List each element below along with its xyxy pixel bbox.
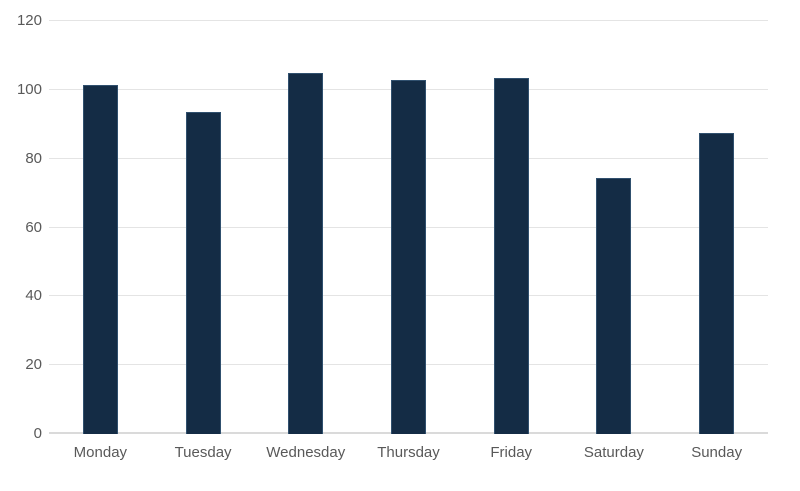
x-tick-label-friday: Friday xyxy=(490,444,533,461)
x-tick-label-saturday: Saturday xyxy=(583,444,644,461)
y-tick-label-60: 60 xyxy=(25,218,42,236)
x-tick-label-sunday: Sunday xyxy=(691,444,743,461)
bar-tuesday xyxy=(185,112,221,434)
bar-friday xyxy=(493,77,529,434)
gridline-120 xyxy=(49,20,768,21)
y-tick-label-20: 20 xyxy=(25,356,42,374)
bar-thursday xyxy=(391,79,426,434)
x-tick-label-monday: Monday xyxy=(73,444,128,461)
x-tick-label-wednesday: Wednesday xyxy=(266,444,346,461)
x-axis: Monday Tuesday Wednesday Thursday Friday Satu… xyxy=(49,442,768,466)
x-tick-label-thursday: Thursday xyxy=(377,444,440,461)
plot-area xyxy=(49,20,768,434)
y-tick-label-100: 100 xyxy=(16,80,42,98)
y-axis: 0 20 40 60 80 100 120 xyxy=(0,12,42,442)
bar-wednesday xyxy=(288,72,324,434)
bar-sunday xyxy=(699,132,735,434)
x-tick-label-tuesday: Tuesday xyxy=(174,444,232,461)
bar-saturday xyxy=(596,177,632,434)
y-tick-label-80: 80 xyxy=(25,149,42,167)
bar-monday xyxy=(82,84,118,434)
y-tick-label-40: 40 xyxy=(25,287,42,305)
y-tick-label-120: 120 xyxy=(16,12,42,29)
y-tick-label-0: 0 xyxy=(33,425,42,442)
